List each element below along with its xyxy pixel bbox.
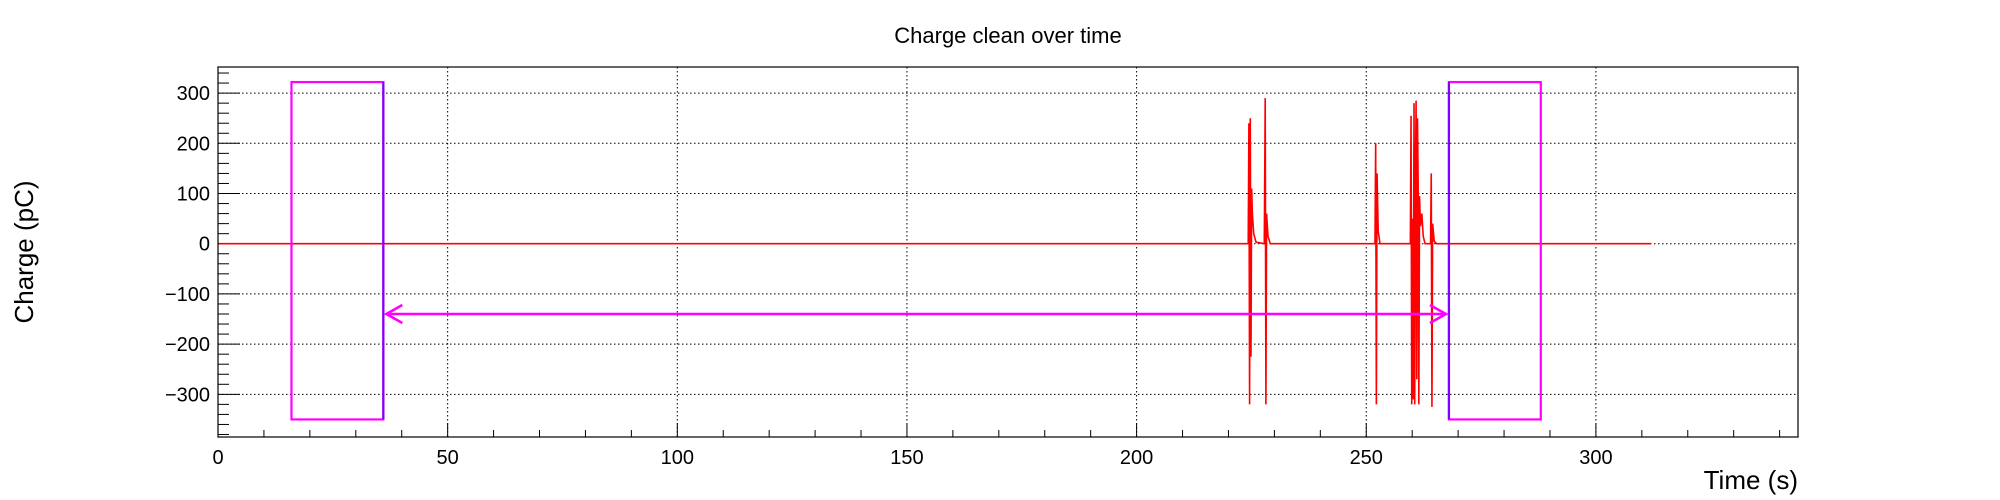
x-tick-label: 300 bbox=[1579, 447, 1612, 469]
x-tick-label: 100 bbox=[661, 447, 694, 469]
y-tick-label: −100 bbox=[165, 284, 210, 306]
grid bbox=[218, 67, 1798, 437]
plot-area bbox=[218, 80, 1652, 421]
y-tick-label: −300 bbox=[165, 384, 210, 406]
y-axis-label: Charge (pC) bbox=[9, 180, 39, 323]
chart-title: Charge clean over time bbox=[894, 23, 1121, 48]
y-tick-label: 200 bbox=[177, 133, 210, 155]
y-tick-label: 300 bbox=[177, 83, 210, 105]
plot-frame bbox=[217, 66, 1799, 438]
x-tick-label: 150 bbox=[890, 447, 923, 469]
y-tick-label: 0 bbox=[199, 234, 210, 256]
x-tick-label: 200 bbox=[1120, 447, 1153, 469]
axis-ticks bbox=[217, 72, 1781, 437]
double-arrow-head-left bbox=[383, 303, 403, 325]
y-tick-label: 100 bbox=[177, 184, 210, 206]
tick-labels: 0 50 100 150 200 250 300 −300 −200 −100 0 100 200 300 bbox=[165, 83, 1613, 469]
x-tick-label: 50 bbox=[437, 447, 459, 469]
x-tick-label: 250 bbox=[1350, 447, 1383, 469]
double-arrow-head-right bbox=[1429, 303, 1449, 325]
annotation-box bbox=[1447, 80, 1542, 421]
annotation-box bbox=[290, 80, 385, 421]
y-tick-label: −200 bbox=[165, 334, 210, 356]
data-series-line bbox=[218, 98, 1652, 407]
x-axis-label: Time (s) bbox=[1704, 465, 1798, 495]
x-tick-label: 0 bbox=[212, 447, 223, 469]
